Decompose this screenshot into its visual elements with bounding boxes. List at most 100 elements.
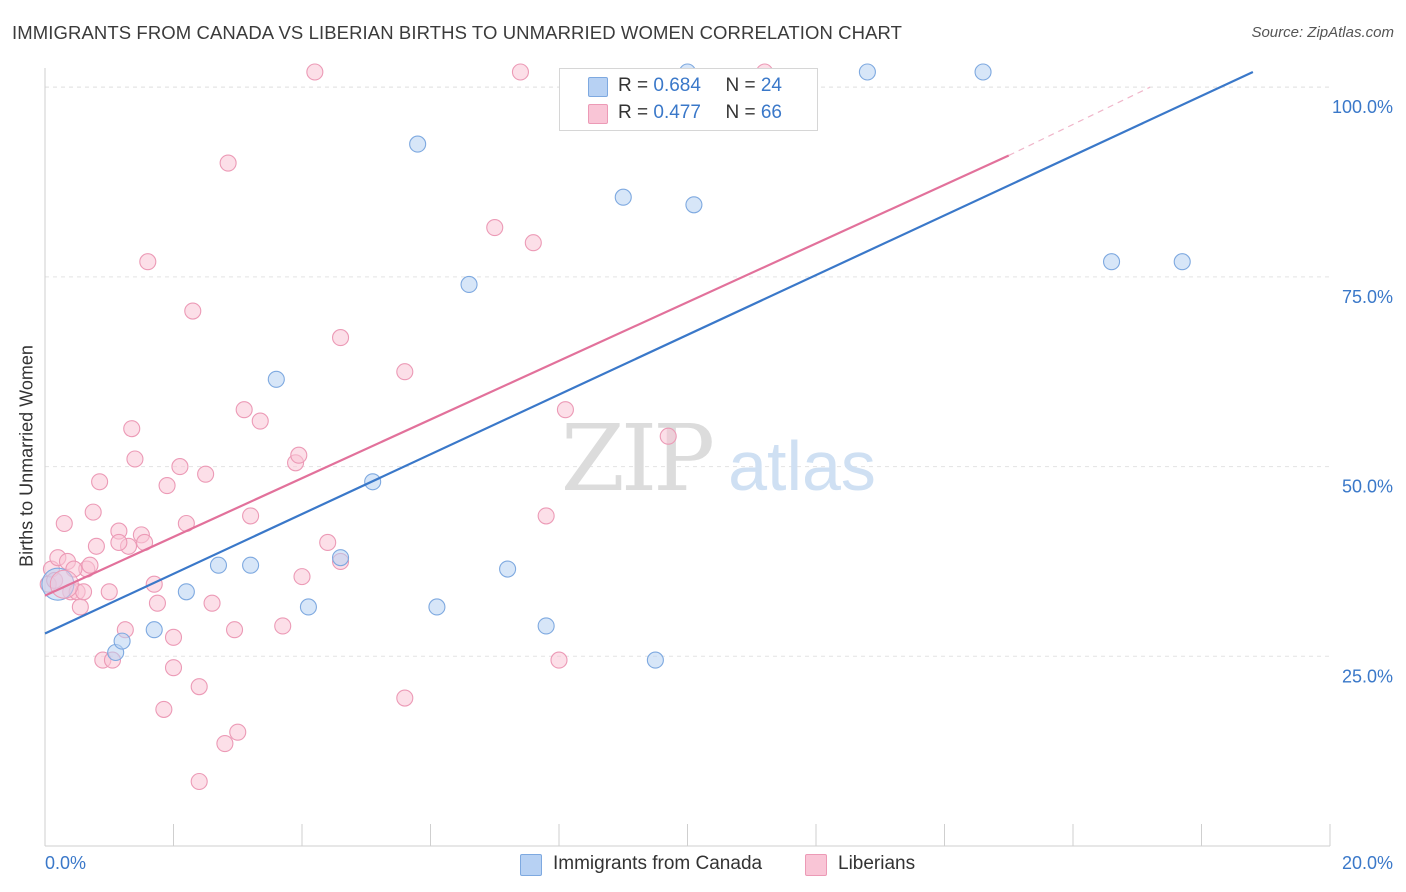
point-liberians xyxy=(158,477,176,495)
point-liberians xyxy=(290,446,308,464)
point-liberians xyxy=(216,735,234,753)
bottom-legend-label-canada: Immigrants from Canada xyxy=(553,853,763,874)
point-canada xyxy=(1103,253,1121,271)
point-canada xyxy=(113,632,131,650)
point-canada xyxy=(177,583,195,601)
point-liberians xyxy=(87,537,105,555)
point-canada xyxy=(267,370,285,388)
point-canada xyxy=(685,196,703,214)
correlation-legend: R = 0.684 N = 24 R = 0.477 N = 66 xyxy=(559,68,818,131)
point-liberians xyxy=(190,678,208,696)
point-liberians xyxy=(55,514,73,533)
legend-r-label: R = xyxy=(618,102,654,123)
y-tick-label: 50.0% xyxy=(1342,477,1393,497)
point-liberians xyxy=(71,598,89,616)
legend-swatch-liberians xyxy=(588,104,608,124)
axes xyxy=(44,68,1331,847)
trendline-liberians-extension xyxy=(1008,86,1151,157)
point-liberians xyxy=(274,617,292,635)
point-liberians xyxy=(331,329,350,347)
point-liberians xyxy=(396,689,414,707)
point-canada xyxy=(460,275,478,294)
point-liberians xyxy=(524,234,542,252)
point-liberians xyxy=(84,503,102,521)
y-tick-label: 75.0% xyxy=(1342,287,1393,307)
point-liberians xyxy=(110,533,128,552)
legend-r-label: R = xyxy=(618,75,654,96)
x-tick-label: 0.0% xyxy=(45,853,86,873)
point-canada xyxy=(1173,253,1191,271)
y-tick-label: 25.0% xyxy=(1342,666,1393,686)
y-axis-label: Births to Unmarried Women xyxy=(16,345,37,567)
point-liberians xyxy=(164,659,183,677)
chart-title: IMMIGRANTS FROM CANADA VS LIBERIAN BIRTH… xyxy=(12,22,903,43)
trendline-canada xyxy=(44,71,1254,635)
point-liberians xyxy=(511,63,530,81)
point-liberians xyxy=(486,219,504,237)
bottom-legend-label-liberians: Liberians xyxy=(838,853,916,874)
point-canada xyxy=(499,560,517,578)
bottom-legend-swatch-canada xyxy=(520,854,542,876)
legend-n-label: N = xyxy=(725,102,761,123)
point-liberians xyxy=(197,465,215,483)
point-liberians xyxy=(293,568,311,586)
point-liberians xyxy=(49,569,79,599)
trend-lines xyxy=(44,71,1254,635)
legend-n-value-liberians: 66 xyxy=(760,102,782,123)
point-canada xyxy=(331,549,350,567)
point-liberians xyxy=(396,363,414,381)
point-liberians xyxy=(100,583,118,601)
legend-r-value-liberians: 0.477 xyxy=(653,102,701,123)
point-canada xyxy=(242,556,260,574)
chart-source: Source: ZipAtlas.com xyxy=(1251,24,1394,41)
point-liberians xyxy=(155,700,173,718)
point-canada xyxy=(299,598,317,616)
legend-r-value-canada: 0.684 xyxy=(653,75,701,96)
point-canada xyxy=(428,598,446,616)
point-canada xyxy=(209,556,228,574)
point-liberians xyxy=(537,507,555,525)
point-canada xyxy=(858,63,876,81)
point-liberians xyxy=(91,473,109,491)
point-liberians xyxy=(81,556,99,574)
point-liberians xyxy=(203,594,221,612)
point-liberians xyxy=(148,594,166,612)
point-liberians xyxy=(242,507,260,525)
point-liberians xyxy=(550,651,568,669)
point-liberians xyxy=(190,772,208,791)
legend-swatch-canada xyxy=(588,77,608,97)
point-canada xyxy=(614,188,632,206)
point-liberians xyxy=(251,412,269,430)
grid-lines xyxy=(45,86,1330,657)
point-liberians xyxy=(219,154,237,172)
point-liberians xyxy=(556,401,574,419)
bottom-legend-swatch-liberians xyxy=(805,854,827,876)
point-liberians xyxy=(235,401,253,419)
point-liberians xyxy=(229,723,247,741)
point-canada xyxy=(145,621,163,639)
point-liberians xyxy=(123,420,141,438)
y-tick-label: 100.0% xyxy=(1332,97,1393,117)
point-liberians xyxy=(126,450,144,468)
data-points xyxy=(39,63,1191,791)
point-liberians xyxy=(225,621,244,639)
point-liberians xyxy=(659,427,677,445)
legend-n-value-canada: 24 xyxy=(760,75,782,96)
point-canada xyxy=(537,617,555,635)
point-liberians xyxy=(139,253,157,271)
point-canada xyxy=(409,135,427,153)
point-liberians xyxy=(164,628,183,646)
point-liberians xyxy=(306,63,324,81)
tick-labels: 0.0% 20.0% 25.0% 50.0% 75.0% 100.0% xyxy=(45,97,1393,873)
point-liberians xyxy=(184,302,202,320)
point-canada xyxy=(974,63,992,81)
point-liberians xyxy=(171,458,189,476)
point-liberians xyxy=(319,533,337,552)
watermark-zip: ZIP xyxy=(561,405,712,512)
point-canada xyxy=(646,651,664,669)
trendline-liberians xyxy=(44,154,1010,597)
x-tick-label: 20.0% xyxy=(1342,853,1393,873)
legend-n-label: N = xyxy=(725,75,761,96)
watermark-atlas: atlas xyxy=(728,427,876,505)
